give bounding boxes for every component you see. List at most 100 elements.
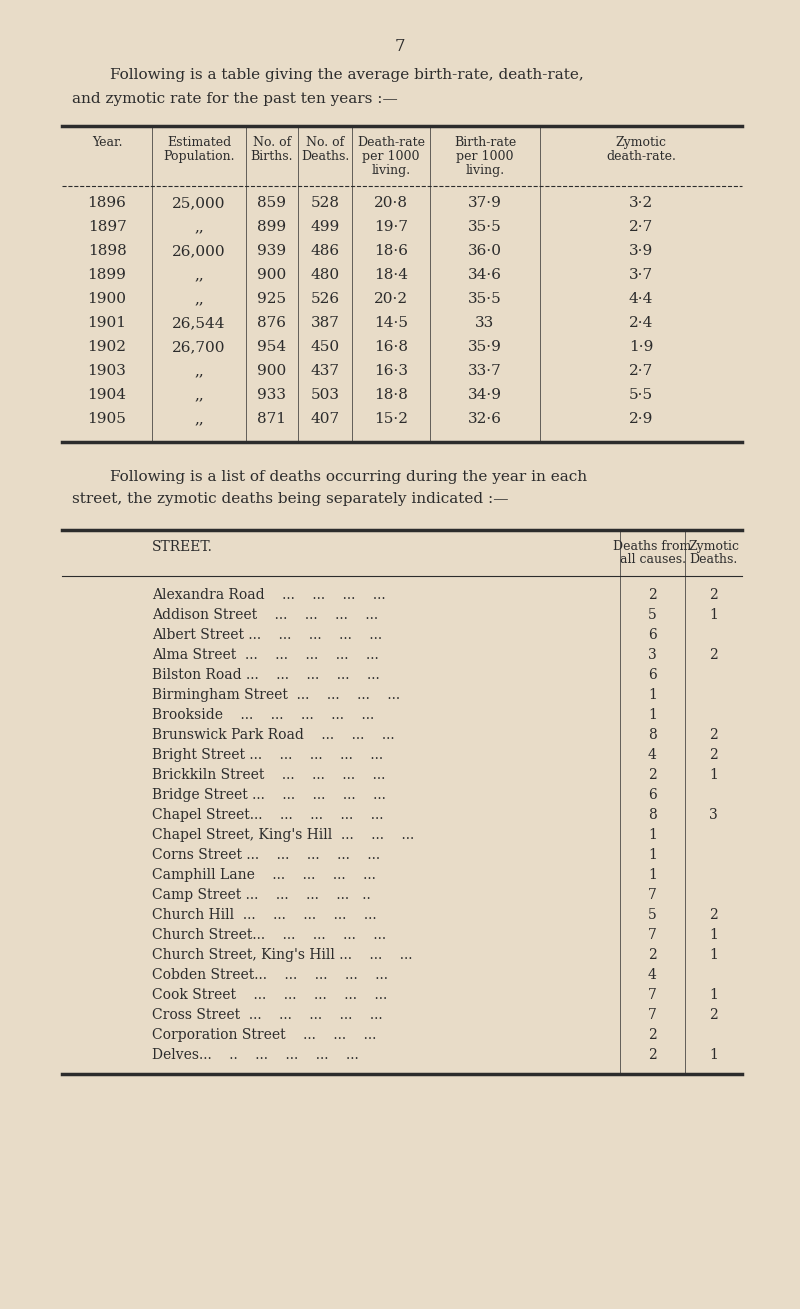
- Text: 1901: 1901: [87, 315, 126, 330]
- Text: 503: 503: [310, 387, 339, 402]
- Text: 1: 1: [709, 928, 718, 942]
- Text: Cobden Street...    ...    ...    ...    ...: Cobden Street... ... ... ... ...: [152, 967, 388, 982]
- Text: ,,: ,,: [194, 412, 204, 425]
- Text: ,,: ,,: [194, 268, 204, 281]
- Text: Alexandra Road    ...    ...    ...    ...: Alexandra Road ... ... ... ...: [152, 588, 386, 602]
- Text: 8: 8: [648, 808, 657, 822]
- Text: 26,700: 26,700: [172, 340, 226, 353]
- Text: Following is a table giving the average birth-rate, death-rate,: Following is a table giving the average …: [110, 68, 584, 82]
- Text: 3·7: 3·7: [629, 268, 653, 281]
- Text: 3·9: 3·9: [629, 243, 653, 258]
- Text: Brunswick Park Road    ...    ...    ...: Brunswick Park Road ... ... ...: [152, 728, 394, 742]
- Text: 2: 2: [709, 908, 718, 922]
- Text: 450: 450: [310, 340, 339, 353]
- Text: Zymotic: Zymotic: [688, 541, 739, 552]
- Text: 6: 6: [648, 668, 657, 682]
- Text: 939: 939: [258, 243, 286, 258]
- Text: 1: 1: [648, 708, 657, 723]
- Text: STREET.: STREET.: [152, 541, 213, 554]
- Text: 18·4: 18·4: [374, 268, 408, 281]
- Text: Birmingham Street  ...    ...    ...    ...: Birmingham Street ... ... ... ...: [152, 689, 400, 702]
- Text: 407: 407: [310, 412, 339, 425]
- Text: Bilston Road ...    ...    ...    ...    ...: Bilston Road ... ... ... ... ...: [152, 668, 380, 682]
- Text: 34·6: 34·6: [468, 268, 502, 281]
- Text: 1: 1: [648, 868, 657, 882]
- Text: 2·7: 2·7: [629, 220, 653, 234]
- Text: 1902: 1902: [87, 340, 126, 353]
- Text: 2: 2: [648, 768, 657, 781]
- Text: Bright Street ...    ...    ...    ...    ...: Bright Street ... ... ... ... ...: [152, 747, 383, 762]
- Text: 900: 900: [258, 268, 286, 281]
- Text: 1: 1: [709, 948, 718, 962]
- Text: street, the zymotic deaths being separately indicated :—: street, the zymotic deaths being separat…: [72, 492, 509, 507]
- Text: 7: 7: [648, 888, 657, 902]
- Text: 34·9: 34·9: [468, 387, 502, 402]
- Text: 15·2: 15·2: [374, 412, 408, 425]
- Text: 7: 7: [394, 38, 406, 55]
- Text: 35·5: 35·5: [468, 220, 502, 234]
- Text: 33: 33: [475, 315, 494, 330]
- Text: 528: 528: [310, 196, 339, 209]
- Text: Cook Street    ...    ...    ...    ...    ...: Cook Street ... ... ... ... ...: [152, 988, 387, 1001]
- Text: 18·6: 18·6: [374, 243, 408, 258]
- Text: 859: 859: [258, 196, 286, 209]
- Text: 7: 7: [648, 1008, 657, 1022]
- Text: ,,: ,,: [194, 387, 204, 402]
- Text: 2·4: 2·4: [629, 315, 653, 330]
- Text: 437: 437: [310, 364, 339, 378]
- Text: Camp Street ...    ...    ...    ...   ..: Camp Street ... ... ... ... ..: [152, 888, 370, 902]
- Text: 2: 2: [709, 747, 718, 762]
- Text: 14·5: 14·5: [374, 315, 408, 330]
- Text: 2·7: 2·7: [629, 364, 653, 378]
- Text: 954: 954: [258, 340, 286, 353]
- Text: No. of: No. of: [306, 136, 344, 149]
- Text: 1900: 1900: [87, 292, 126, 306]
- Text: Year.: Year.: [92, 136, 122, 149]
- Text: 499: 499: [310, 220, 340, 234]
- Text: ,,: ,,: [194, 220, 204, 234]
- Text: 1904: 1904: [87, 387, 126, 402]
- Text: Delves...    ..    ...    ...    ...    ...: Delves... .. ... ... ... ...: [152, 1049, 358, 1062]
- Text: No. of: No. of: [253, 136, 291, 149]
- Text: 1897: 1897: [88, 220, 126, 234]
- Text: Population.: Population.: [163, 151, 234, 164]
- Text: 1: 1: [709, 607, 718, 622]
- Text: Albert Street ...    ...    ...    ...    ...: Albert Street ... ... ... ... ...: [152, 628, 382, 641]
- Text: Addison Street    ...    ...    ...    ...: Addison Street ... ... ... ...: [152, 607, 378, 622]
- Text: 899: 899: [258, 220, 286, 234]
- Text: Corns Street ...    ...    ...    ...    ...: Corns Street ... ... ... ... ...: [152, 848, 380, 863]
- Text: 6: 6: [648, 788, 657, 802]
- Text: 26,544: 26,544: [172, 315, 226, 330]
- Text: 3: 3: [648, 648, 657, 662]
- Text: per 1000: per 1000: [456, 151, 514, 164]
- Text: Corporation Street    ...    ...    ...: Corporation Street ... ... ...: [152, 1028, 376, 1042]
- Text: 1905: 1905: [87, 412, 126, 425]
- Text: Alma Street  ...    ...    ...    ...    ...: Alma Street ... ... ... ... ...: [152, 648, 378, 662]
- Text: 5·5: 5·5: [629, 387, 653, 402]
- Text: 5: 5: [648, 607, 657, 622]
- Text: 8: 8: [648, 728, 657, 742]
- Text: 35·9: 35·9: [468, 340, 502, 353]
- Text: 32·6: 32·6: [468, 412, 502, 425]
- Text: 3·2: 3·2: [629, 196, 653, 209]
- Text: Estimated: Estimated: [167, 136, 231, 149]
- Text: 1903: 1903: [87, 364, 126, 378]
- Text: ,,: ,,: [194, 364, 204, 378]
- Text: 37·9: 37·9: [468, 196, 502, 209]
- Text: Death-rate: Death-rate: [357, 136, 425, 149]
- Text: 486: 486: [310, 243, 339, 258]
- Text: 387: 387: [310, 315, 339, 330]
- Text: 3: 3: [709, 808, 718, 822]
- Text: Births.: Births.: [250, 151, 294, 164]
- Text: 2: 2: [648, 1049, 657, 1062]
- Text: 26,000: 26,000: [172, 243, 226, 258]
- Text: 1898: 1898: [88, 243, 126, 258]
- Text: 2·9: 2·9: [629, 412, 653, 425]
- Text: 1: 1: [709, 768, 718, 781]
- Text: 2: 2: [709, 1008, 718, 1022]
- Text: Birth-rate: Birth-rate: [454, 136, 516, 149]
- Text: Deaths from: Deaths from: [614, 541, 692, 552]
- Text: 18·8: 18·8: [374, 387, 408, 402]
- Text: 925: 925: [258, 292, 286, 306]
- Text: 36·0: 36·0: [468, 243, 502, 258]
